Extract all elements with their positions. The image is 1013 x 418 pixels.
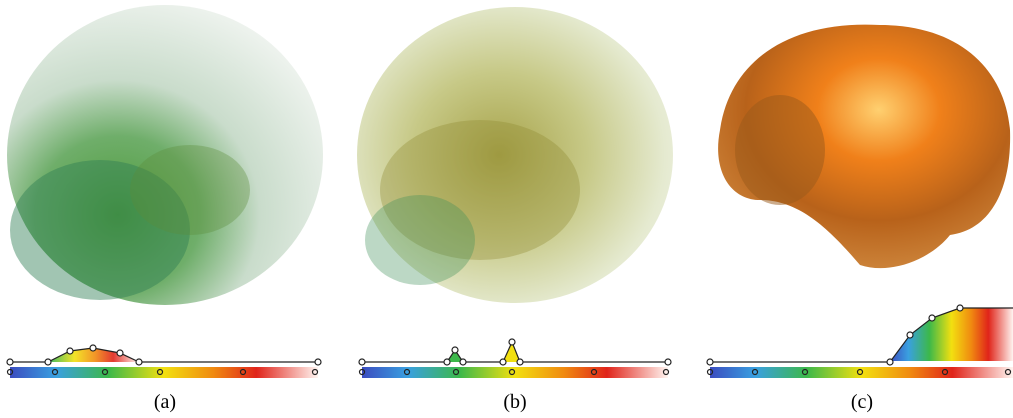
- figure: (a) (b) (c): [0, 0, 1013, 418]
- rendering-a: [7, 5, 323, 305]
- transfer-function-b: [359, 339, 671, 378]
- caption: (c): [851, 391, 873, 413]
- caption: (a): [154, 391, 176, 413]
- transfer-function-c: [707, 305, 1013, 378]
- caption: (b): [503, 391, 526, 413]
- transfer-function-a: [7, 345, 321, 378]
- rendering-c: [718, 25, 1010, 269]
- rendering-b: [357, 7, 673, 303]
